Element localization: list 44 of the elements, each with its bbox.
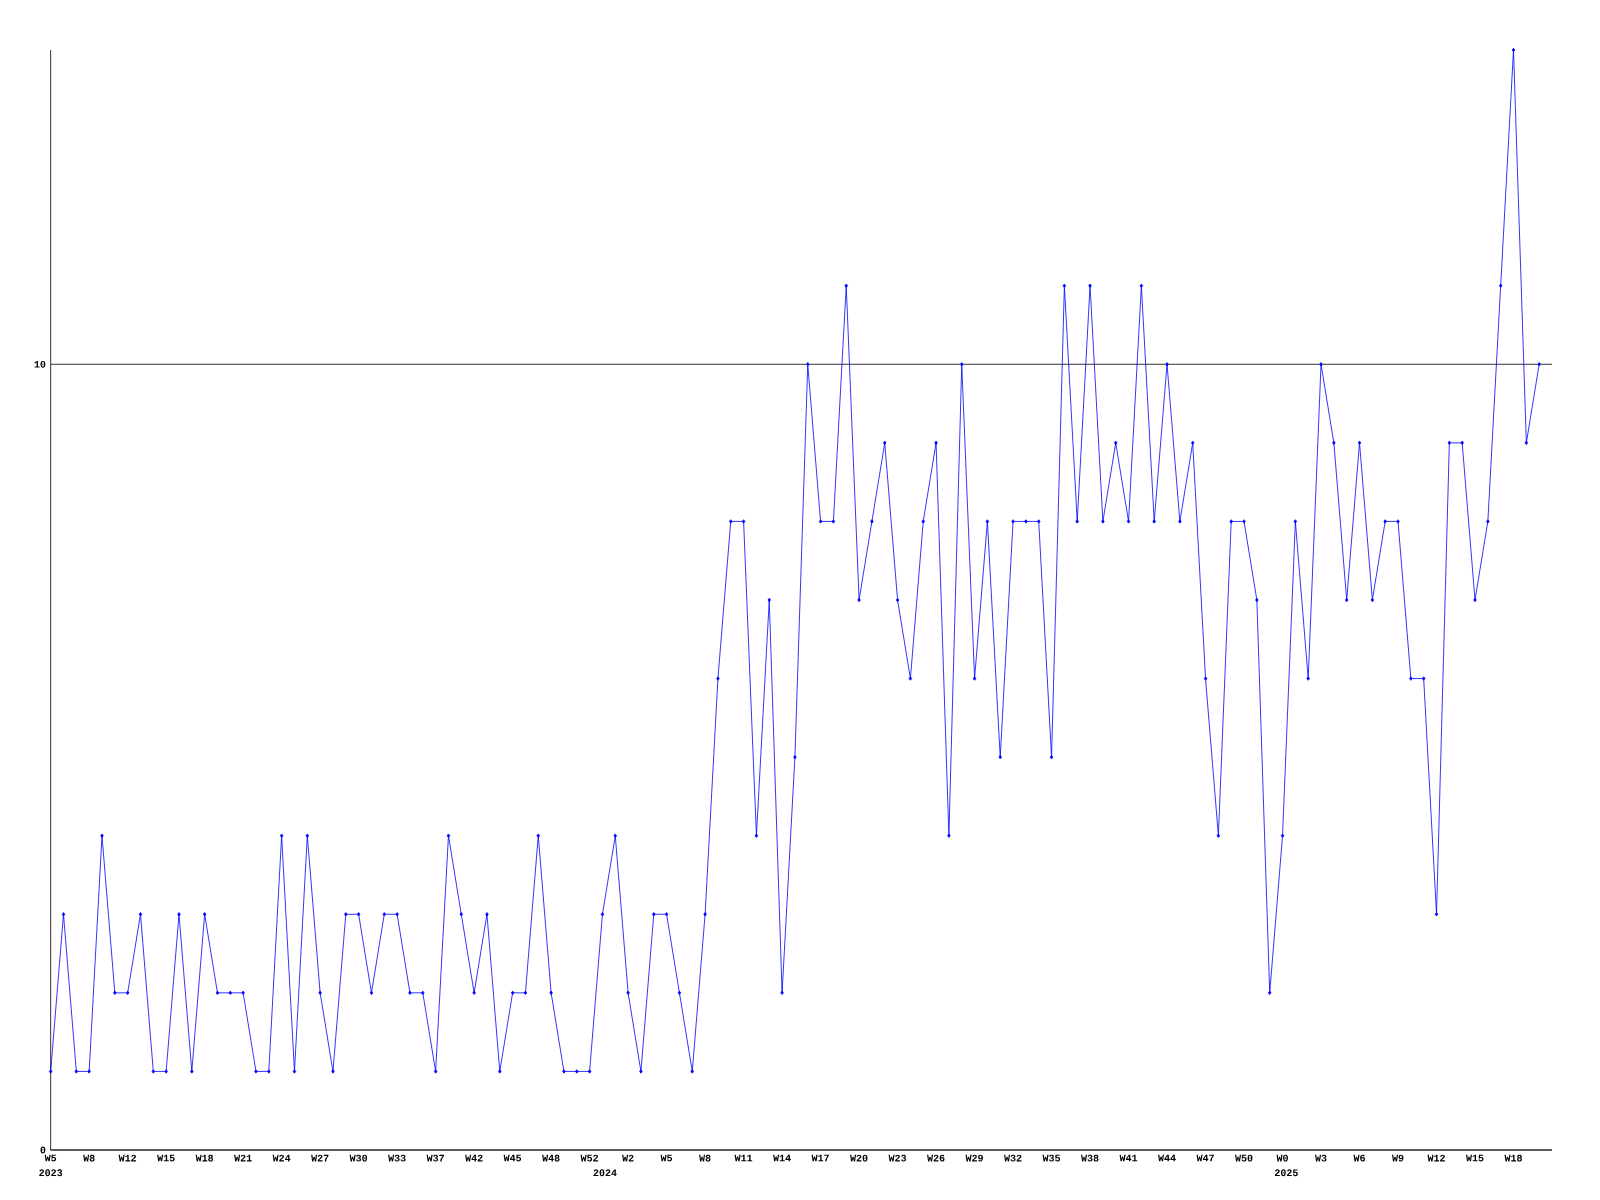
x-tick-label: W35 <box>1042 1154 1061 1162</box>
x-tick-label: W2 <box>622 1154 634 1162</box>
x-tick-label: W42 <box>465 1154 483 1162</box>
x-tick-label: W14 <box>773 1154 791 1162</box>
x-tick-label: W18 <box>195 1154 214 1162</box>
x-tick-label: W24 <box>272 1154 291 1162</box>
x-tick-label: W12 <box>1427 1154 1445 1162</box>
x-tick-label: W5 <box>660 1154 673 1162</box>
text: 2025 <box>1274 1169 1298 1177</box>
x-tick-label: W15 <box>1466 1154 1484 1162</box>
x-tick-label: W50 <box>1235 1154 1253 1162</box>
x-tick-label: W38 <box>1081 1154 1099 1162</box>
x-tick-label: W8 <box>699 1154 711 1162</box>
x-tick-label: W52 <box>580 1154 599 1162</box>
x-tick-label: W20 <box>850 1154 868 1162</box>
x-tick-label: W23 <box>888 1154 907 1162</box>
x-tick-label: W6 <box>1353 1154 1365 1162</box>
x-tick-label: W12 <box>118 1154 137 1162</box>
x-tick-label: W45 <box>503 1154 522 1162</box>
text: 2024 <box>593 1169 617 1177</box>
x-tick-label: W3 <box>1315 1154 1327 1162</box>
x-tick-label: W15 <box>157 1154 175 1162</box>
y-tick-label: 0 <box>40 1146 46 1154</box>
x-tick-label: W41 <box>1119 1154 1138 1162</box>
x-tick-label: W33 <box>388 1154 406 1162</box>
x-tick-label: W9 <box>1392 1154 1404 1162</box>
x-tick-label: W47 <box>1196 1154 1214 1162</box>
x-tick-label: W26 <box>927 1154 945 1162</box>
x-tick-label: W32 <box>1004 1154 1022 1162</box>
x-tick-label: W8 <box>83 1154 95 1162</box>
x-tick-label: W37 <box>426 1154 444 1162</box>
x-tick-label: W29 <box>965 1154 983 1162</box>
x-tick-label: W17 <box>811 1154 829 1162</box>
x-tick-label: W30 <box>349 1154 368 1162</box>
x-tick-label: W11 <box>734 1154 753 1162</box>
x-tick-label: W5 <box>44 1154 57 1162</box>
x-tick-label: W44 <box>1158 1154 1176 1162</box>
x-tick-label: W0 <box>1276 1154 1288 1162</box>
text: 2023 <box>39 1169 63 1177</box>
x-tick-label: W27 <box>311 1154 329 1162</box>
x-tick-label: W18 <box>1504 1154 1522 1162</box>
y-tick-label: 10 <box>34 360 46 368</box>
x-tick-label: W21 <box>234 1154 252 1162</box>
x-tick-label: W48 <box>542 1154 560 1162</box>
